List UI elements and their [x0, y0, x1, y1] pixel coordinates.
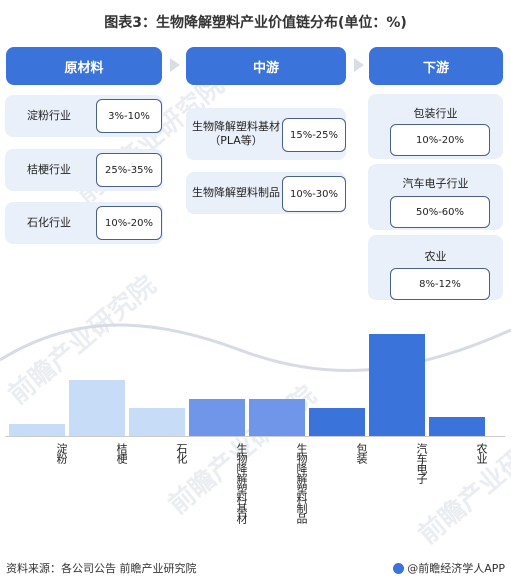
upstream-range: 3%-10%	[96, 99, 162, 133]
bar	[9, 424, 65, 436]
upstream-range: 25%-35%	[96, 153, 162, 187]
upstream-label: 石化行业	[27, 216, 71, 229]
bar	[69, 380, 125, 436]
upstream-label: 淀粉行业	[27, 109, 71, 122]
upstream-range: 10%-20%	[96, 206, 162, 240]
upstream-header: 原材料	[6, 47, 162, 85]
midstream-header: 中游	[186, 47, 346, 85]
downstream-range: 10%-20%	[390, 124, 490, 156]
brand-logo: @前瞻经济学人APP	[393, 560, 505, 576]
x-tick-label: 淀粉	[55, 443, 68, 463]
chart-baseline	[5, 436, 505, 437]
bar	[129, 408, 185, 436]
x-tick-label: 桔梗	[115, 443, 128, 463]
midstream-label: 生物降解塑料制品	[192, 186, 280, 199]
downstream-header: 下游	[369, 47, 503, 85]
x-tick-label: 生物降解塑料制品	[295, 443, 308, 523]
downstream-label: 包装行业	[413, 107, 458, 120]
x-tick-label: 汽车电子	[415, 443, 428, 483]
x-tick-label: 石化	[175, 443, 188, 463]
brand-logo-icon	[393, 562, 405, 574]
x-tick-label: 包装	[355, 443, 368, 463]
midstream-range: 15%-25%	[282, 118, 346, 152]
arrow-right-icon	[354, 58, 364, 72]
bar	[369, 334, 425, 436]
bar	[429, 417, 485, 436]
bar	[309, 408, 365, 436]
chart-title: 图表3：生物降解塑料产业价值链分布(单位：%)	[104, 15, 407, 31]
source-note: 资料来源：各公司公告 前瞻产业研究院	[6, 562, 197, 575]
x-tick-label: 生物降解塑料基材	[235, 443, 248, 523]
midstream-range: 10%-30%	[282, 176, 346, 212]
downstream-label: 汽车电子行业	[402, 177, 469, 190]
downstream-range: 8%-12%	[390, 268, 490, 300]
bar	[189, 399, 245, 436]
upstream-label: 桔梗行业	[27, 163, 71, 176]
bar	[249, 399, 305, 436]
downstream-range: 50%-60%	[390, 196, 490, 228]
midstream-label: 生物降解塑料基材（PLA等）	[192, 120, 280, 147]
arrow-right-icon	[170, 58, 180, 72]
downstream-label: 农业	[424, 250, 447, 263]
brand-text: @前瞻经济学人APP	[407, 562, 505, 575]
x-tick-label: 农业	[475, 443, 488, 463]
